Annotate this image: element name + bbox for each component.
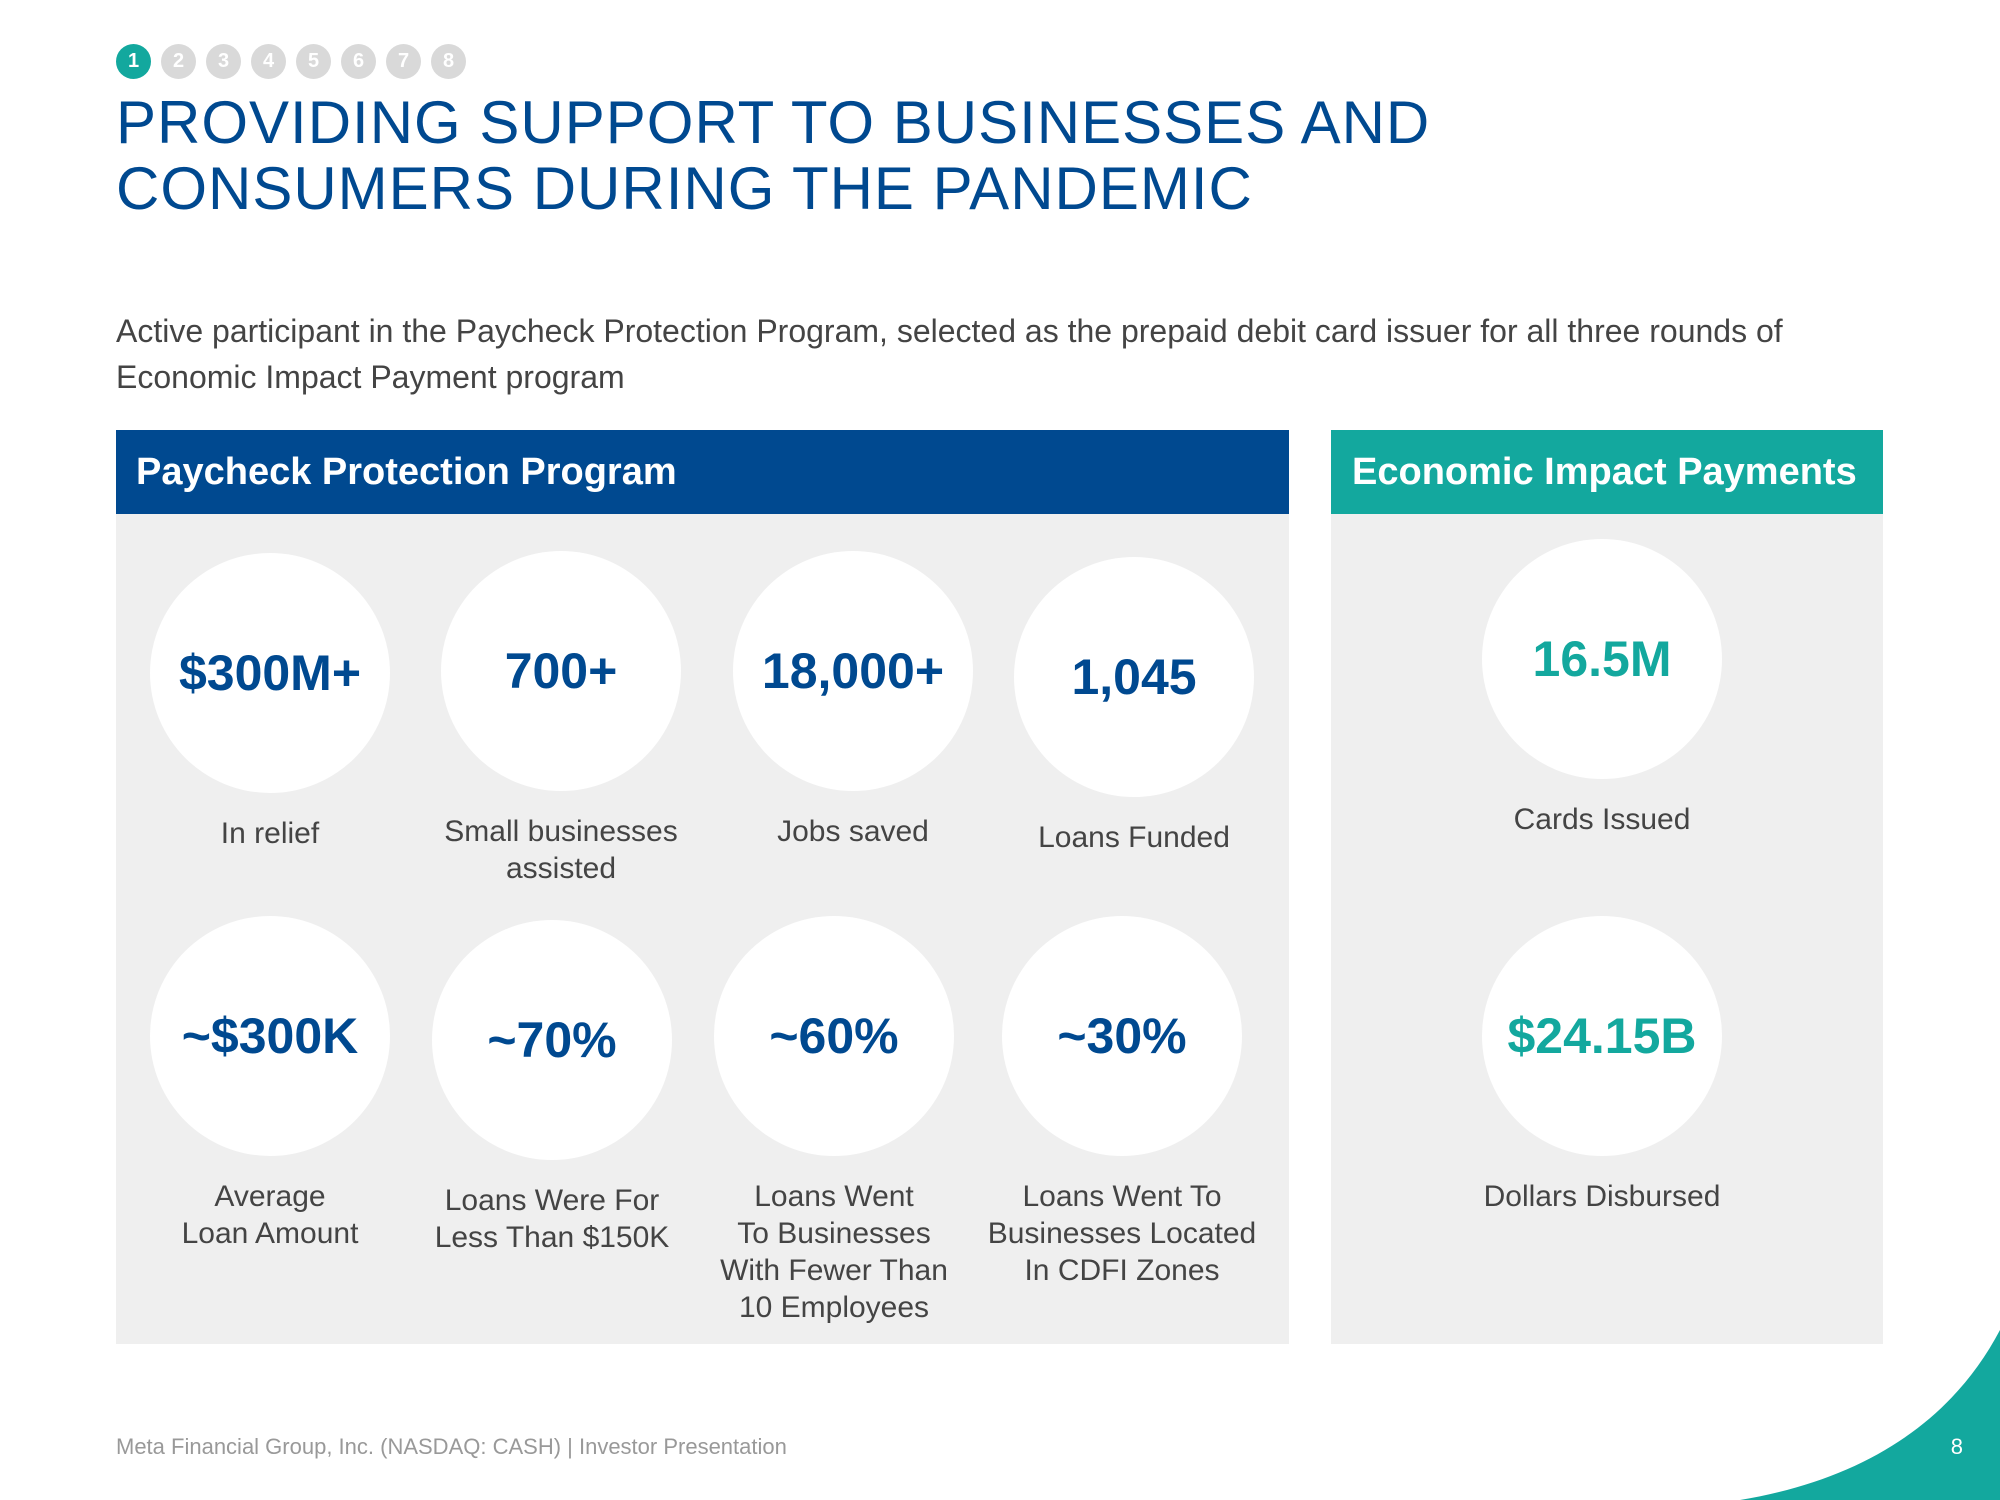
page-number: 8: [1950, 1434, 1963, 1459]
stat-circle: ~60%: [714, 916, 954, 1156]
step-3[interactable]: 3: [206, 44, 241, 79]
ppp-stat-businesses: 700+ Small businesses assisted: [421, 551, 701, 887]
stat-label: Dollars Disbursed: [1483, 1180, 1721, 1213]
step-4[interactable]: 4: [251, 44, 286, 79]
step-1[interactable]: 1: [116, 44, 151, 79]
ppp-panel: Paycheck Protection Program $300M+ In re…: [116, 430, 1289, 1344]
step-8[interactable]: 8: [431, 44, 466, 79]
ppp-stat-cdfi-zones: ~30% Loans Went To Businesses Located In…: [982, 916, 1262, 1289]
page-title: PROVIDING SUPPORT TO BUSINESSES AND CONS…: [116, 90, 1616, 222]
stat-label: Average Loan Amount: [181, 1180, 359, 1250]
stat-label: Loans Were For Less Than $150K: [434, 1184, 670, 1254]
ppp-stat-loans-funded: 1,045 Loans Funded: [994, 557, 1274, 856]
stat-label: In relief: [220, 817, 320, 850]
stat-value: 18,000+: [761, 643, 945, 699]
ppp-stat-relief: $300M+ In relief: [130, 553, 410, 852]
stat-circle: 18,000+: [733, 551, 973, 791]
stat-value: 700+: [504, 643, 618, 699]
step-2[interactable]: 2: [161, 44, 196, 79]
ppp-stat-jobs: 18,000+ Jobs saved: [713, 551, 993, 850]
stat-circle: ~$300K: [150, 916, 390, 1156]
stat-value: ~60%: [769, 1008, 899, 1064]
step-7[interactable]: 7: [386, 44, 421, 79]
eip-panel: Economic Impact Payments 16.5M Cards Iss…: [1331, 430, 1883, 1344]
step-indicator: 1 2 3 4 5 6 7 8: [116, 44, 466, 79]
footer-text: Meta Financial Group, Inc. (NASDAQ: CASH…: [116, 1434, 787, 1459]
step-5[interactable]: 5: [296, 44, 331, 79]
eip-stat-dollars-disbursed: $24.15B Dollars Disbursed: [1462, 916, 1742, 1215]
stat-circle: 1,045: [1014, 557, 1254, 797]
ppp-panel-header: Paycheck Protection Program: [116, 430, 1289, 514]
stat-circle: 16.5M: [1482, 539, 1722, 779]
ppp-stat-average-loan: ~$300K Average Loan Amount: [130, 916, 410, 1252]
stat-circle: ~30%: [1002, 916, 1242, 1156]
stat-circle: ~70%: [432, 920, 672, 1160]
stat-label: Jobs saved: [777, 815, 929, 848]
stat-circle: 700+: [441, 551, 681, 791]
page-title-line-2: CONSUMERS DURING THE PANDEMIC: [116, 155, 1253, 222]
eip-stat-cards-issued: 16.5M Cards Issued: [1462, 539, 1742, 838]
stat-label: Loans Went To Businesses Located In CDFI…: [987, 1180, 1257, 1287]
stat-label: Loans Funded: [1038, 821, 1230, 854]
stat-value: ~30%: [1057, 1008, 1187, 1064]
stat-circle: $24.15B: [1482, 916, 1722, 1156]
stat-label: Loans Went To Businesses With Fewer Than…: [720, 1180, 948, 1324]
stat-value: ~70%: [487, 1012, 617, 1068]
stat-value: $24.15B: [1507, 1008, 1697, 1064]
step-6[interactable]: 6: [341, 44, 376, 79]
ppp-stat-fewer-than-10: ~60% Loans Went To Businesses With Fewer…: [694, 916, 974, 1326]
corner-decoration: [1740, 1330, 2000, 1500]
stat-value: ~$300K: [181, 1008, 359, 1064]
stat-label: Cards Issued: [1513, 803, 1691, 836]
stat-value: 1,045: [1071, 649, 1197, 705]
eip-panel-header: Economic Impact Payments: [1331, 430, 1883, 514]
stat-value: $300M+: [178, 645, 362, 701]
stat-value: 16.5M: [1532, 631, 1672, 687]
stat-circle: $300M+: [150, 553, 390, 793]
ppp-stat-under-150k: ~70% Loans Were For Less Than $150K: [412, 920, 692, 1256]
stat-label: Small businesses assisted: [444, 815, 678, 885]
page-subtitle: Active participant in the Paycheck Prote…: [116, 313, 1783, 395]
page-title-line-1: PROVIDING SUPPORT TO BUSINESSES AND: [116, 89, 1431, 156]
